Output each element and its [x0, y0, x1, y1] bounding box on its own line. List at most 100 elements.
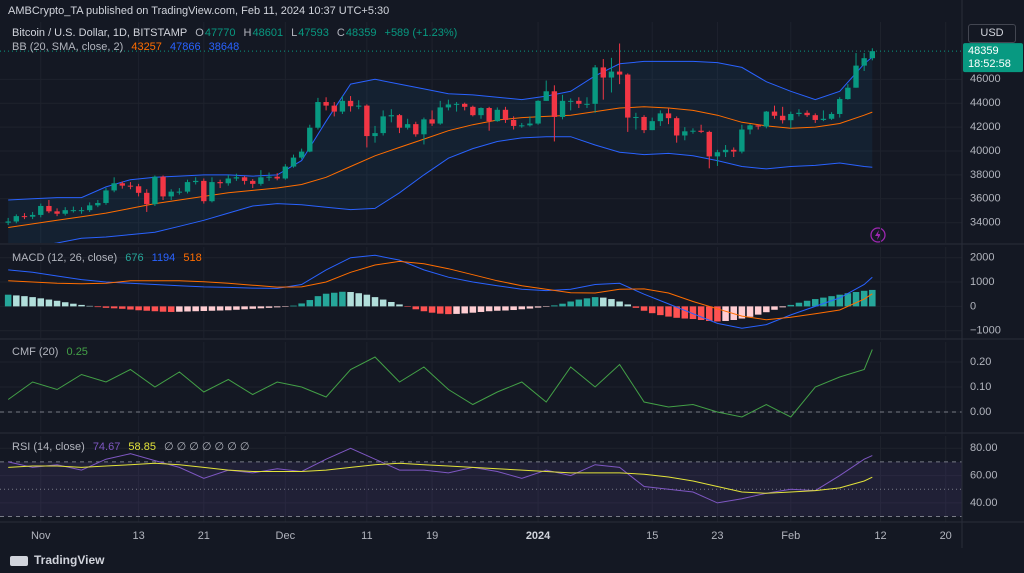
candle-body: [763, 111, 770, 127]
candle-body: [861, 58, 867, 66]
histogram-bar: [453, 306, 460, 314]
histogram-bar: [233, 306, 240, 310]
change: +589 (+1.23%): [384, 27, 458, 39]
histogram-bar: [477, 306, 485, 312]
candle-body: [673, 118, 680, 136]
histogram-bar: [13, 295, 20, 307]
histogram-bar: [485, 306, 493, 312]
histogram-bar: [648, 306, 656, 314]
indicator-name: MACD (12, 26, close): [12, 252, 118, 264]
candle-body: [380, 116, 386, 134]
candle-body: [372, 133, 378, 137]
histogram-bar: [518, 306, 526, 310]
candle-body: [233, 177, 240, 179]
histogram-bar: [78, 304, 85, 307]
cmf-legend: CMF (20) 0.25: [12, 346, 93, 358]
candle-body: [445, 104, 452, 108]
candle-body: [804, 112, 810, 116]
panel-3: [0, 436, 962, 522]
countdown-label: 18:52:58: [968, 58, 1011, 70]
histogram-bar: [551, 305, 558, 307]
candle-body: [788, 113, 794, 121]
histogram-bar: [322, 293, 330, 307]
y-tick-label: 42000: [970, 121, 1001, 133]
candle-body: [144, 192, 150, 205]
event-icon[interactable]: [870, 227, 886, 243]
candle-body: [119, 183, 125, 186]
macd-legend: MACD (12, 26, close) 676 1194 518: [12, 252, 207, 264]
candle-body: [103, 190, 109, 203]
histogram-bar: [355, 293, 362, 307]
histogram-bar: [314, 296, 322, 307]
indicator-name: CMF (20): [12, 346, 59, 358]
y-tick-label: 40.00: [970, 497, 998, 509]
histogram-bar: [119, 306, 126, 309]
histogram-bar: [681, 306, 689, 319]
histogram-bar: [412, 306, 420, 310]
candle-body: [779, 115, 786, 121]
histogram-bar: [616, 301, 623, 307]
histogram-bar: [779, 306, 786, 308]
candle-body: [209, 182, 215, 202]
candle-body: [62, 210, 68, 214]
histogram-bar: [787, 304, 795, 307]
candle-body: [356, 105, 362, 107]
legend-value: 38648: [208, 41, 240, 53]
candle-body: [796, 112, 802, 114]
histogram-bar: [135, 306, 142, 311]
x-tick-label: 19: [426, 530, 438, 542]
candle-body: [519, 125, 525, 127]
legend-value: 47866: [169, 41, 201, 53]
y-tick-label: 34000: [970, 217, 1001, 229]
cmf-line: [7, 349, 873, 418]
candle-body: [853, 65, 859, 88]
histogram-bar: [102, 306, 110, 308]
currency-button[interactable]: USD: [968, 24, 1016, 43]
histogram-bar: [282, 306, 289, 307]
histogram-bar: [852, 292, 860, 307]
price-scale-bg: [962, 0, 1024, 548]
rsi-legend: RSI (14, close) 74.67 58.85 ∅ ∅ ∅ ∅ ∅ ∅ …: [12, 440, 254, 453]
candle-body: [543, 91, 549, 101]
legend-value: 1194: [151, 252, 176, 264]
y-tick-label: 60.00: [970, 469, 998, 481]
macd-line: [8, 260, 873, 321]
histogram-bar: [820, 297, 827, 307]
rsi-line: [8, 462, 873, 494]
candle-body: [168, 191, 174, 197]
histogram-bar: [461, 306, 468, 314]
x-tick-label: 13: [132, 530, 144, 542]
histogram-bar: [608, 299, 615, 307]
histogram-bar: [420, 306, 428, 312]
histogram-bar: [200, 306, 208, 311]
histogram-bar: [436, 306, 444, 314]
candle-body: [364, 105, 370, 137]
candle-body: [421, 119, 427, 135]
bb-line: [53, 136, 873, 243]
candle-body: [641, 116, 647, 131]
histogram-bar: [657, 306, 664, 316]
histogram-bar: [697, 306, 705, 320]
candle-body: [453, 103, 460, 105]
histogram-bar: [86, 305, 93, 307]
legend-value: 0.25: [66, 346, 88, 358]
candle-body: [576, 100, 582, 104]
histogram-bar: [404, 306, 411, 307]
ohlc-h: H: [243, 27, 252, 39]
panel-0: [0, 22, 962, 243]
histogram-bar: [4, 294, 12, 307]
event-bolt: [875, 230, 881, 240]
histogram-bar: [151, 306, 159, 312]
histogram-bar: [575, 299, 583, 307]
legend-value: 74.67: [92, 441, 121, 453]
candle-body: [739, 129, 745, 152]
histogram-bar: [273, 306, 281, 308]
candle-body: [665, 113, 672, 119]
candle-body: [21, 216, 28, 218]
x-tick-label: 21: [198, 530, 210, 542]
candle-body: [388, 115, 395, 117]
x-tick-label: Dec: [276, 530, 296, 542]
histogram-bar: [29, 297, 36, 307]
